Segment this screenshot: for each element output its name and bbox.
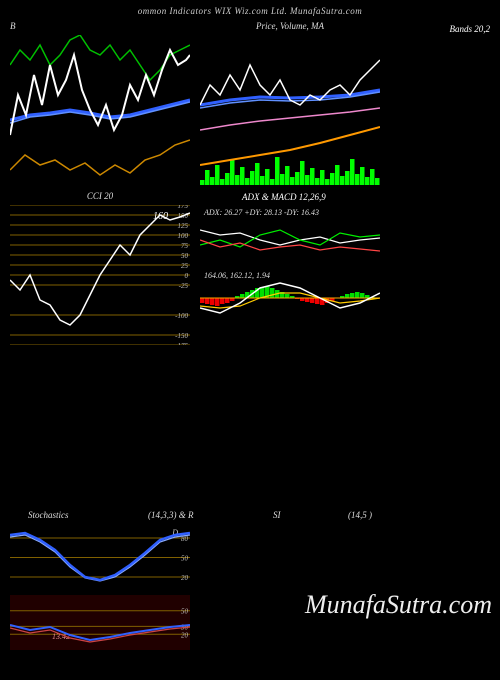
svg-text:ADX: 26.27 +DY: 28.13 -DY: 16.: ADX: 26.27 +DY: 28.13 -DY: 16.43 <box>203 208 319 217</box>
adx-panel: ADX: 26.27 +DY: 28.13 -DY: 16.43 <box>200 205 380 260</box>
svg-text:50: 50 <box>181 608 189 616</box>
page-header: ommon Indicators WIX Wiz.com Ltd. Munafa… <box>0 0 500 16</box>
svg-text:75: 75 <box>181 242 189 250</box>
bollinger-title-b: B <box>10 21 16 31</box>
svg-text:-100: -100 <box>175 312 188 320</box>
svg-text:-175: -175 <box>175 342 188 345</box>
svg-text:50: 50 <box>181 252 189 260</box>
svg-text:20: 20 <box>181 574 189 582</box>
rsi-panel: 50302013.42 <box>10 595 190 650</box>
svg-text:175: 175 <box>178 205 189 210</box>
svg-text:125: 125 <box>178 222 189 230</box>
svg-text:25: 25 <box>181 262 189 270</box>
svg-text:20: 20 <box>181 631 189 639</box>
svg-text:0: 0 <box>185 272 189 280</box>
svg-text:164.06, 162.12, 1.94: 164.06, 162.12, 1.94 <box>204 271 270 280</box>
watermark: MunafaSutra.com <box>305 590 492 620</box>
macd-panel: 164.06, 162.12, 1.94 <box>200 268 380 323</box>
svg-text:160: 160 <box>153 211 168 222</box>
stoch-panel: 805020D <box>10 525 190 590</box>
svg-text:-25: -25 <box>179 282 189 290</box>
price-vol-title: Price, Volume, MA <box>256 21 324 31</box>
bollinger-panel: B <box>10 35 190 185</box>
bands-title: Bands 20,2 <box>450 24 491 34</box>
svg-text:-150: -150 <box>175 332 188 340</box>
cci-title: CCI 20 <box>87 191 113 201</box>
svg-text:50: 50 <box>181 555 189 563</box>
cci-panel: CCI 20 1751501251007550250-25-100-150-17… <box>10 205 190 345</box>
adx-macd-title: ADX & MACD 12,26,9 <box>242 192 326 202</box>
price-vol-panel: Price, Volume, MA <box>200 35 380 185</box>
svg-text:100: 100 <box>178 232 189 240</box>
